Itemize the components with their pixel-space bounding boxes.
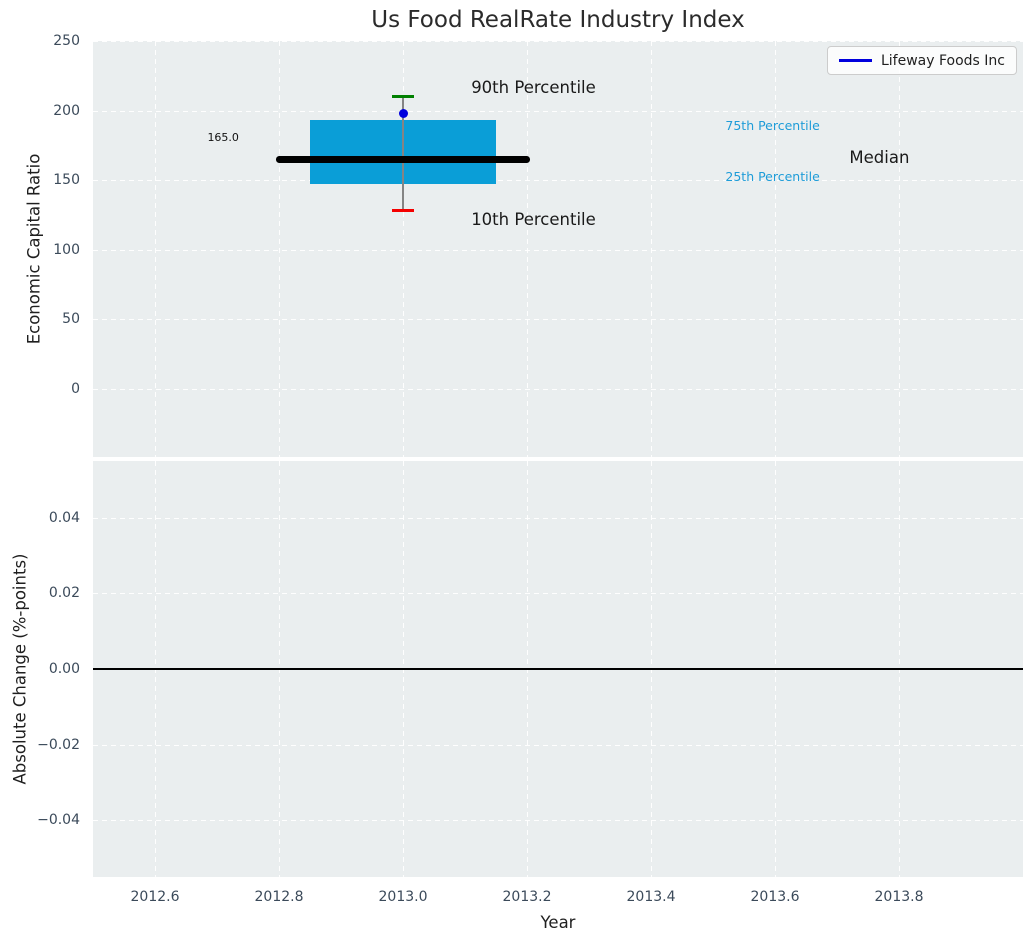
x-tick-label: 2013.4 bbox=[626, 889, 676, 905]
annotation-75th-percentile: 75th Percentile bbox=[725, 117, 820, 133]
x-tick-label: 2012.6 bbox=[130, 889, 180, 905]
boxplot-cap-10th-percentile bbox=[391, 209, 415, 213]
boxplot-whisker bbox=[402, 96, 404, 211]
company-point bbox=[398, 108, 408, 118]
y-axis-label-top: Economic Capital Ratio bbox=[24, 153, 44, 345]
x-tick-label: 2013.6 bbox=[750, 889, 800, 905]
legend-line-swatch bbox=[838, 59, 872, 62]
x-gridline bbox=[651, 41, 652, 457]
y-gridline bbox=[93, 249, 1023, 251]
x-gridline bbox=[155, 41, 156, 457]
y-gridline bbox=[93, 319, 1023, 321]
chart-title: Us Food RealRate Industry Index bbox=[371, 7, 745, 33]
x-tick-label: 2013.0 bbox=[378, 889, 428, 905]
y-tick-label: 200 bbox=[53, 102, 80, 119]
x-tick-label: 2013.8 bbox=[874, 889, 924, 905]
y-tick-label: 150 bbox=[53, 172, 80, 189]
annotation-25th-percentile: 25th Percentile bbox=[725, 169, 820, 185]
x-tick-label: 2012.8 bbox=[254, 889, 304, 905]
boxplot-cap-90th-percentile bbox=[391, 95, 415, 99]
x-tick-label: 2013.2 bbox=[502, 889, 552, 905]
y-tick-label: −0.04 bbox=[37, 812, 80, 829]
x-gridline bbox=[775, 41, 776, 457]
y-gridline bbox=[93, 517, 1023, 519]
x-gridline bbox=[403, 41, 404, 457]
y-axis-label-bottom: Absolute Change (%-points) bbox=[10, 553, 30, 785]
x-gridline bbox=[279, 41, 280, 457]
annotation-median: Median bbox=[849, 147, 910, 167]
x-gridline bbox=[899, 41, 900, 457]
x-axis-label: Year bbox=[540, 913, 576, 932]
y-gridline bbox=[93, 41, 1023, 42]
y-gridline bbox=[93, 110, 1023, 112]
x-gridline bbox=[527, 41, 528, 457]
y-gridline bbox=[93, 180, 1023, 182]
annotation-90th-percentile: 90th Percentile bbox=[471, 78, 596, 98]
annotation-165-0: 165.0 bbox=[207, 131, 239, 145]
y-gridline bbox=[93, 388, 1023, 390]
legend-series-label: Lifeway Foods Inc bbox=[880, 52, 1005, 69]
y-tick-label: 250 bbox=[53, 33, 80, 49]
plot-area-top bbox=[93, 41, 1023, 457]
y-tick-label: 50 bbox=[62, 311, 80, 328]
y-gridline bbox=[93, 593, 1023, 595]
zero-line bbox=[93, 668, 1023, 670]
y-tick-label: 0.00 bbox=[48, 661, 80, 677]
y-tick-label: 0.02 bbox=[48, 585, 80, 602]
legend: Lifeway Foods Inc bbox=[826, 46, 1017, 75]
y-tick-label: 0 bbox=[71, 380, 80, 397]
annotation-10th-percentile: 10th Percentile bbox=[471, 210, 596, 230]
boxplot-median-line bbox=[275, 156, 531, 163]
y-tick-label: −0.02 bbox=[37, 736, 80, 753]
y-gridline bbox=[93, 820, 1023, 822]
y-tick-label: 100 bbox=[53, 241, 80, 258]
y-tick-label: 0.04 bbox=[48, 509, 80, 526]
y-gridline bbox=[93, 744, 1023, 746]
